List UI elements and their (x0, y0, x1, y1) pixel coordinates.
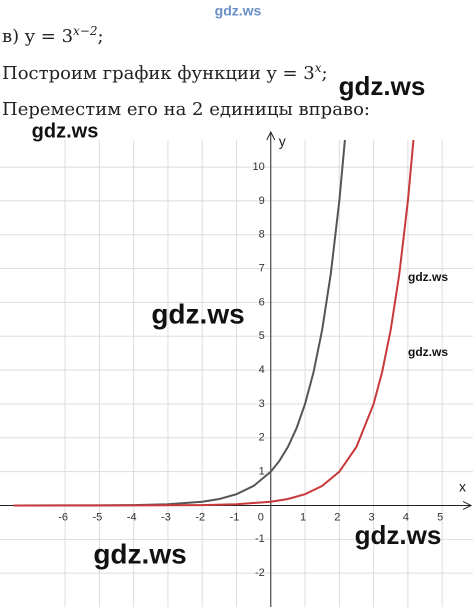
x-arrow (462, 501, 473, 510)
y-tick-label: 6 (259, 296, 265, 308)
watermark: gdz.ws (32, 120, 99, 142)
watermark: gdz.ws (339, 71, 426, 101)
x-tick-label: -4 (127, 511, 137, 523)
text: ; (97, 26, 104, 47)
text: в) y = 3 (2, 26, 74, 47)
y-tick-label: 10 (253, 161, 265, 173)
text: Построим график функции y = 3 (2, 63, 315, 84)
text: ; (321, 63, 328, 84)
x-axis-label: x (459, 478, 466, 494)
y-tick-label: 9 (259, 195, 265, 207)
watermark: gdz.ws (151, 298, 244, 329)
y-axis-label: y (279, 133, 286, 149)
exponent: x−2 (73, 24, 98, 38)
y-arrow (266, 130, 276, 141)
x-tick-label: 0 (258, 511, 264, 523)
watermark: gdz.ws (215, 3, 262, 19)
watermark: gdz.ws (408, 270, 448, 284)
watermark: gdz.ws (93, 538, 186, 569)
x-tick-label: 4 (403, 511, 409, 523)
y-tick-label: -1 (255, 533, 265, 545)
x-tick-label: -6 (58, 511, 68, 523)
y-tick-label: -2 (255, 567, 265, 579)
y-tick-label: 4 (259, 364, 265, 376)
watermark: gdz.ws (355, 520, 442, 550)
y-tick-label: 2 (259, 432, 265, 444)
x-tick-label: 5 (437, 511, 443, 523)
y-tick-label: 5 (259, 330, 265, 342)
watermark: gdz.ws (408, 345, 448, 359)
x-tick-label: 2 (334, 511, 340, 523)
y-tick-label: 8 (259, 229, 265, 241)
x-tick-label: -3 (161, 511, 171, 523)
exponent: x (314, 61, 322, 75)
line-2: Построим график функции y = 3x; (2, 61, 328, 84)
line-1: в) y = 3x−2; (2, 24, 104, 47)
y-tick-label: 3 (259, 398, 265, 410)
x-tick-label: 3 (369, 511, 375, 523)
x-tick-label: -1 (230, 511, 240, 523)
line-3: Переместим его на 2 единицы вправо: (2, 99, 370, 120)
x-tick-label: -2 (195, 511, 205, 523)
y-tick-label: 1 (259, 466, 265, 478)
plot (13, 140, 415, 507)
text: Переместим его на 2 единицы вправо: (2, 99, 370, 120)
x-tick-label: -5 (93, 511, 103, 523)
y-tick-label: 7 (259, 263, 265, 275)
x-tick-label: 1 (300, 511, 306, 523)
curve (13, 140, 415, 507)
